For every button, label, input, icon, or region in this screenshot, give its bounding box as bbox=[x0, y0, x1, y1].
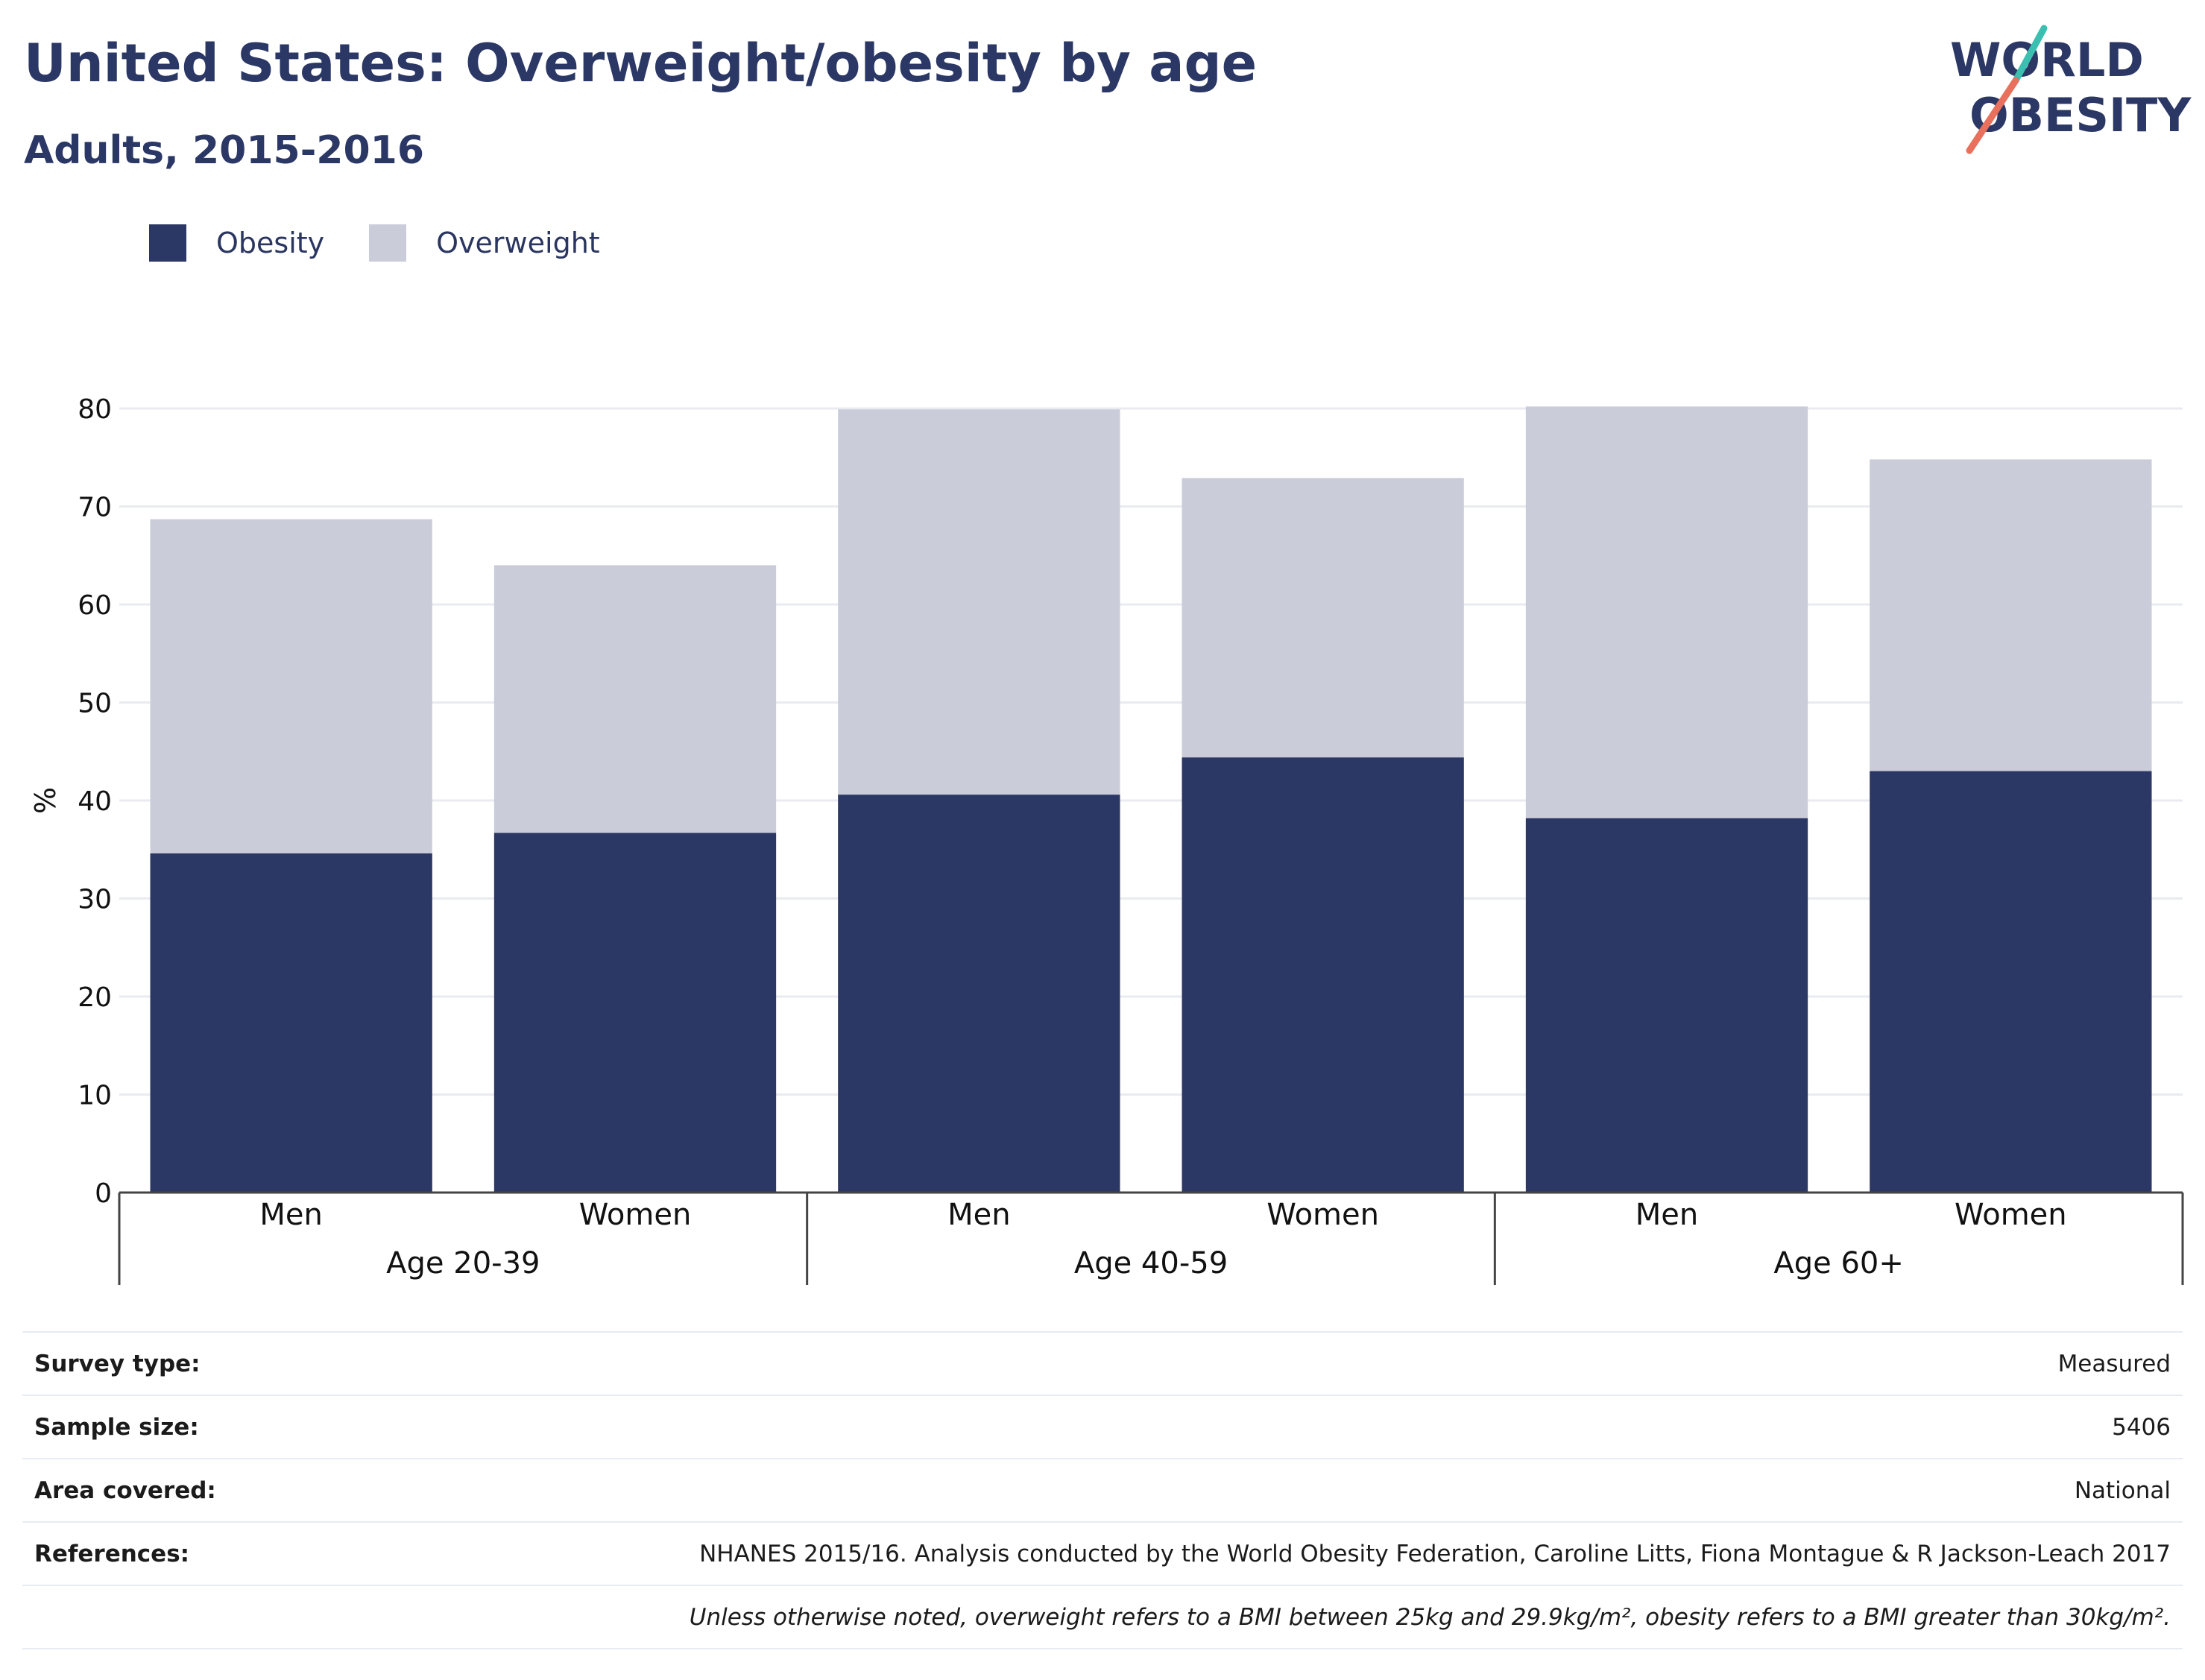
y-tick-label: 60 bbox=[78, 590, 112, 621]
page-title: United States: Overweight/obesity by age bbox=[24, 33, 1258, 94]
y-tick-label: 40 bbox=[78, 786, 112, 817]
y-tick-label: 70 bbox=[78, 493, 112, 523]
legend-item-overweight[interactable]: Overweight bbox=[369, 224, 600, 262]
chart-legend: Obesity Overweight bbox=[149, 221, 645, 265]
stacked-bar-chart: 0 10 20 30 40 50 60 70 80% Men Women Men Women Men Wom… bbox=[29, 394, 2184, 1285]
bar-overweight-2 bbox=[493, 565, 777, 833]
bar-obesity-2 bbox=[493, 833, 777, 1193]
info-row-note: Unless otherwise noted, overweight refer… bbox=[22, 1585, 2183, 1649]
info-label: References: bbox=[34, 1540, 190, 1567]
x-tick-label: Men bbox=[1635, 1198, 1698, 1232]
info-value: National bbox=[2074, 1477, 2171, 1504]
x-tick-label: Women bbox=[579, 1198, 692, 1232]
bar-overweight-3 bbox=[838, 409, 1120, 795]
info-row-survey-type: Survey type: Measured bbox=[22, 1331, 2183, 1395]
x-tick-label: Men bbox=[947, 1198, 1010, 1232]
x-tick-label: Women bbox=[1266, 1198, 1379, 1232]
info-row-area-covered: Area covered: National bbox=[22, 1458, 2183, 1521]
x-tick-label: Men bbox=[259, 1198, 322, 1232]
y-tick-label: 80 bbox=[78, 394, 112, 425]
group-label: Age 60+ bbox=[1773, 1246, 1904, 1280]
y-tick-label: 50 bbox=[78, 689, 112, 719]
info-value: Measured bbox=[2057, 1350, 2171, 1377]
info-row-references: References: NHANES 2015/16. Analysis con… bbox=[22, 1521, 2183, 1585]
info-row-sample-size: Sample size: 5406 bbox=[22, 1395, 2183, 1458]
bar-overweight-4 bbox=[1182, 478, 1464, 758]
bar-obesity-5 bbox=[1525, 818, 1808, 1193]
bmi-definition-note: Unless otherwise noted, overweight refer… bbox=[689, 1603, 2171, 1631]
info-value: 5406 bbox=[2112, 1413, 2171, 1441]
y-tick-label: 30 bbox=[78, 885, 112, 915]
info-label: Survey type: bbox=[34, 1350, 201, 1377]
y-tick-label: 20 bbox=[78, 982, 112, 1013]
page-subtitle: Adults, 2015-2016 bbox=[24, 128, 425, 173]
y-tick-label: 10 bbox=[78, 1081, 112, 1111]
legend-swatch-overweight bbox=[369, 224, 407, 262]
info-value: NHANES 2015/16. Analysis conducted by th… bbox=[699, 1540, 2171, 1567]
group-label: Age 20-39 bbox=[386, 1246, 540, 1280]
bar-obesity-1 bbox=[150, 853, 432, 1193]
y-axis-label: % bbox=[29, 787, 62, 814]
group-label: Age 40-59 bbox=[1074, 1246, 1228, 1280]
info-label: Area covered: bbox=[34, 1477, 216, 1504]
logo-line-1: WORLD bbox=[1950, 33, 2144, 87]
info-label: Sample size: bbox=[34, 1413, 199, 1441]
legend-label-overweight: Overweight bbox=[436, 227, 600, 259]
bar-obesity-3 bbox=[838, 795, 1120, 1193]
logo-slash-bottom bbox=[1966, 77, 2019, 154]
world-obesity-logo: WORLD OBESITY bbox=[1950, 25, 2192, 154]
bar-overweight-6 bbox=[1870, 459, 2152, 771]
info-table: Survey type: Measured Sample size: 5406 … bbox=[22, 1331, 2183, 1649]
legend-item-obesity[interactable]: Obesity bbox=[149, 224, 324, 262]
bar-overweight-1 bbox=[150, 519, 432, 854]
bar-obesity-6 bbox=[1870, 771, 2152, 1193]
logo-slash-top bbox=[2012, 25, 2048, 84]
x-tick-label: Women bbox=[1955, 1198, 2067, 1232]
bar-obesity-4 bbox=[1182, 757, 1464, 1193]
legend-swatch-obesity bbox=[149, 224, 186, 262]
y-tick-label: 0 bbox=[95, 1178, 112, 1209]
bar-overweight-5 bbox=[1525, 406, 1808, 818]
legend-label-obesity: Obesity bbox=[216, 227, 325, 259]
